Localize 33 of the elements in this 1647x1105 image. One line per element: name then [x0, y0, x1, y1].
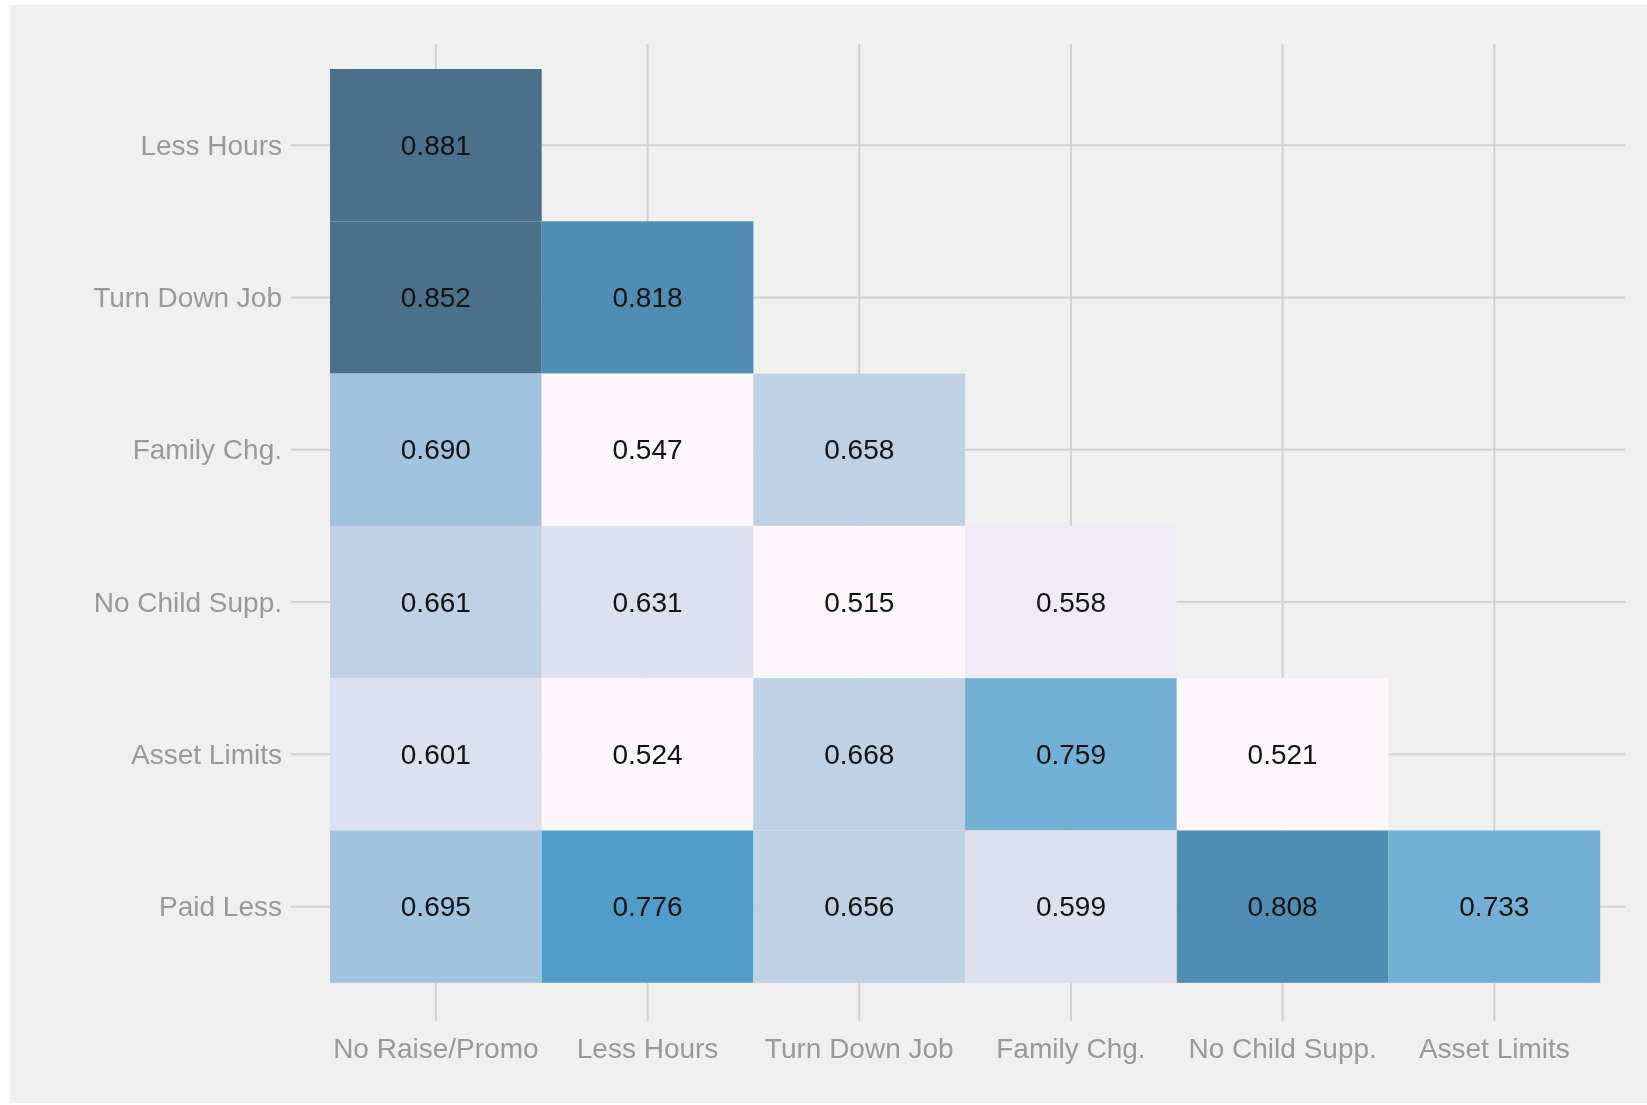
y-tick-label: No Child Supp. — [93, 586, 282, 618]
y-tick-label: Less Hours — [140, 129, 282, 161]
data-label: 0.808 — [1247, 891, 1318, 923]
data-label: 0.881 — [400, 129, 471, 161]
data-label: 0.601 — [400, 738, 471, 770]
x-tick-label: No Child Supp. — [1188, 1032, 1377, 1064]
data-label: 0.656 — [824, 891, 895, 923]
x-tick-label: Turn Down Job — [764, 1032, 954, 1064]
y-tick-label: Family Chg. — [132, 434, 282, 466]
data-label: 0.668 — [824, 738, 895, 770]
data-label: 0.695 — [400, 891, 471, 923]
data-label: 0.818 — [612, 281, 683, 313]
x-tick-label: No Raise/Promo — [333, 1032, 539, 1064]
y-tick-label: Turn Down Job — [93, 281, 282, 313]
data-label: 0.776 — [612, 891, 683, 923]
x-tick-label: Asset Limits — [1418, 1032, 1570, 1064]
x-tick-label: Family Chg. — [996, 1032, 1146, 1064]
data-label: 0.547 — [612, 434, 683, 466]
y-tick-label: Paid Less — [159, 891, 282, 923]
data-label: 0.515 — [824, 586, 895, 618]
data-label: 0.599 — [1035, 891, 1106, 923]
data-label: 0.661 — [400, 586, 471, 618]
data-label: 0.524 — [612, 738, 683, 770]
data-label: 0.852 — [400, 281, 471, 313]
data-label: 0.690 — [400, 434, 471, 466]
data-label: 0.658 — [824, 434, 895, 466]
data-label: 0.759 — [1035, 738, 1106, 770]
y-tick-label: Asset Limits — [131, 738, 282, 770]
data-label: 0.733 — [1459, 891, 1530, 923]
data-label: 0.521 — [1247, 738, 1318, 770]
data-label: 0.558 — [1035, 586, 1106, 618]
x-tick-label: Less Hours — [576, 1032, 719, 1064]
data-label: 0.631 — [612, 586, 683, 618]
